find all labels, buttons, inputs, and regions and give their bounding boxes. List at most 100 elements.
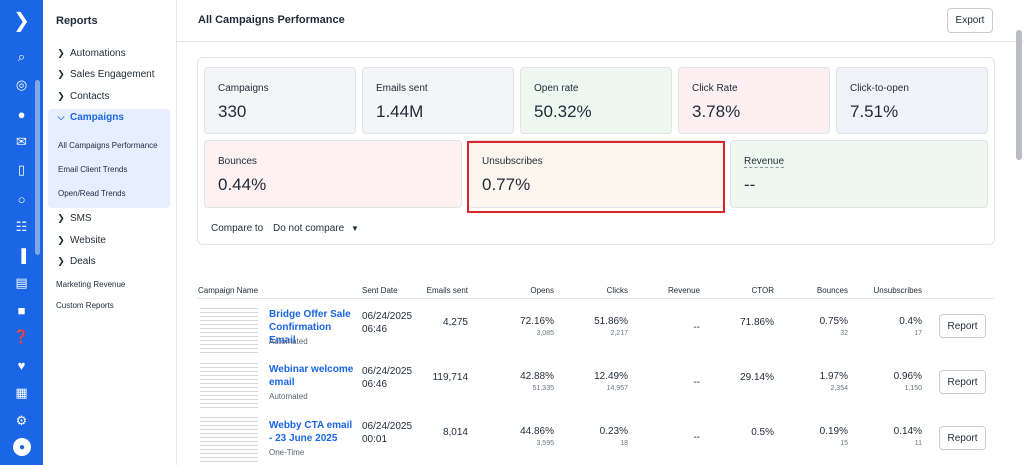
clicks-percent: 51.86% [594,316,628,327]
contacts-icon[interactable]: ● [17,106,26,122]
stat-card-click-to-open: Click-to-open 7.51% [836,67,988,134]
sidebar-item-campaigns[interactable]: ⌵ Campaigns [55,112,124,123]
emails-sent-value: 4,275 [442,317,468,328]
sidebar-item-label: Contacts [70,91,110,102]
export-button[interactable]: Export [947,8,993,33]
campaign-thumbnail[interactable] [200,305,258,355]
campaign-thumbnail[interactable] [200,414,258,465]
sidebar-item-sms[interactable]: ❯ SMS [55,213,91,224]
stat-value: 0.44% [218,175,267,194]
clicks-percent: 0.23% [599,426,628,437]
opens-count: 3,595 [536,440,554,447]
sidebar-item-label: Automations [70,48,126,59]
campaign-type: Automated [269,337,308,346]
stat-card-unsubscribes: Unsubscribes 0.77% [468,140,724,208]
stat-label: Click Rate [692,83,738,94]
bounces-count: 2,354 [830,385,848,392]
settings-icon[interactable]: ⚙ [15,413,28,428]
campaign-name-link[interactable]: Webby CTA email - 23 June 2025 [269,420,353,444]
report-button[interactable]: Report [939,314,986,338]
sidebar-item-deals[interactable]: ❯ Deals [55,256,95,267]
emails-sent-value: 119,714 [432,372,468,383]
campaign-name-link[interactable]: Webinar welcome email [269,364,354,388]
column-header-unsubscribes[interactable]: Unsubscribes [873,286,922,295]
report-button[interactable]: Report [939,370,986,394]
campaign-name-link[interactable]: Bridge Offer Sale Confirmation Email [269,309,351,346]
mobile-icon[interactable]: ▯ [17,162,26,177]
page-header: All Campaigns Performance Export [177,0,1024,42]
ctor-value: 29.14% [740,372,774,383]
sidebar-title: Reports [56,15,98,27]
stat-label: Bounces [218,156,257,167]
email-icon[interactable]: ✉ [16,134,27,149]
chat-icon[interactable]: ■ [17,302,26,318]
chevron-right-icon: ❯ [57,69,65,79]
stat-label[interactable]: Revenue [744,156,785,168]
apps-icon[interactable]: ▦ [15,385,28,400]
logo-chevron-icon[interactable]: ❯ [13,9,30,32]
column-header-clicks[interactable]: Clicks [606,286,628,295]
caret-down-icon: ▼ [350,224,359,233]
reports-icon[interactable]: ▤ [15,275,28,290]
stat-value: 50.32% [534,102,592,121]
bounces-percent: 1.97% [819,371,848,382]
help-icon[interactable]: ❓ [13,329,30,344]
compare-to-label: Compare to [211,223,264,234]
sent-date: 06/24/2025 [362,421,413,432]
clicks-count: 14,957 [606,385,628,392]
sidebar-item-website[interactable]: ❯ Website [55,235,106,246]
campaign-type: One-Time [269,448,305,457]
revenue-value: -- [693,432,700,443]
campaign-type: Automated [269,392,308,401]
column-header-emails-sent[interactable]: Emails sent [426,286,468,295]
main-content: All Campaigns Performance Export [177,0,1024,465]
chevron-right-icon: ❯ [57,48,65,58]
column-header-bounces[interactable]: Bounces [816,286,848,295]
sidebar-subitem-open-read-trends[interactable]: Open/Read Trends [58,189,126,198]
stat-card-revenue: Revenue -- [730,140,988,208]
sidebar-item-label: Website [70,235,106,246]
search-icon[interactable]: ⌕ [17,49,26,64]
ctor-value: 0.5% [751,427,774,438]
chevron-right-icon: ❯ [57,91,65,101]
stat-label: Open rate [534,83,579,94]
page-scrollbar[interactable] [1016,30,1022,160]
avatar-icon[interactable]: ● [13,438,31,456]
stat-label: Campaigns [218,83,269,94]
stat-label: Emails sent [376,83,428,94]
sent-date: 06/24/2025 [362,366,413,377]
ctor-value: 71.86% [740,317,774,328]
column-header-revenue[interactable]: Revenue [667,286,700,295]
stat-value: 1.44M [376,102,424,121]
stat-label: Click-to-open [850,83,909,94]
column-header-sent-date[interactable]: Sent Date [362,286,398,295]
sent-date: 06/24/2025 [362,311,413,322]
campaign-thumbnail[interactable] [200,360,258,410]
stat-label: Unsubscribes [482,156,543,167]
compare-selected-value: Do not compare [273,223,345,234]
sidebar-item-contacts[interactable]: ❯ Contacts [55,91,109,102]
sidebar-subitem-all-campaigns-performance[interactable]: All Campaigns Performance [58,141,158,150]
lightbulb-icon[interactable]: ◎ [15,77,28,92]
whatsapp-icon[interactable]: ○ [17,191,26,207]
column-header-opens[interactable]: Opens [530,286,554,295]
automation-icon[interactable]: ☷ [15,219,28,234]
sidebar-item-automations[interactable]: ❯ Automations [55,48,126,59]
compare-to-dropdown[interactable]: Do not compare ▼ [273,223,359,234]
sidebar-item-sales-engagement[interactable]: ❯ Sales Engagement [55,69,154,80]
heart-icon[interactable]: ♥ [17,357,26,373]
opens-percent: 44.86% [520,426,554,437]
stat-card-open-rate: Open rate 50.32% [520,67,672,134]
column-header-ctor[interactable]: CTOR [751,286,774,295]
sidebar-subitem-email-client-trends[interactable]: Email Client Trends [58,165,128,174]
rail-scrollbar[interactable] [35,80,40,255]
stat-value: 3.78% [692,102,741,121]
table-header-divider [197,298,994,299]
sidebar-item-marketing-revenue[interactable]: Marketing Revenue [56,280,126,289]
sidebar-item-custom-reports[interactable]: Custom Reports [56,301,114,310]
column-header-campaign-name[interactable]: Campaign Name [198,286,259,295]
chevron-right-icon: ❯ [57,235,65,245]
pipeline-icon[interactable]: ▐ [16,247,27,263]
icon-rail: ❯ ⌕ ◎ ● ✉ ▯ ○ ☷ ▐ ▤ ■ ❓ ♥ ▦ ⚙ ● [0,0,43,465]
report-button[interactable]: Report [939,426,986,450]
